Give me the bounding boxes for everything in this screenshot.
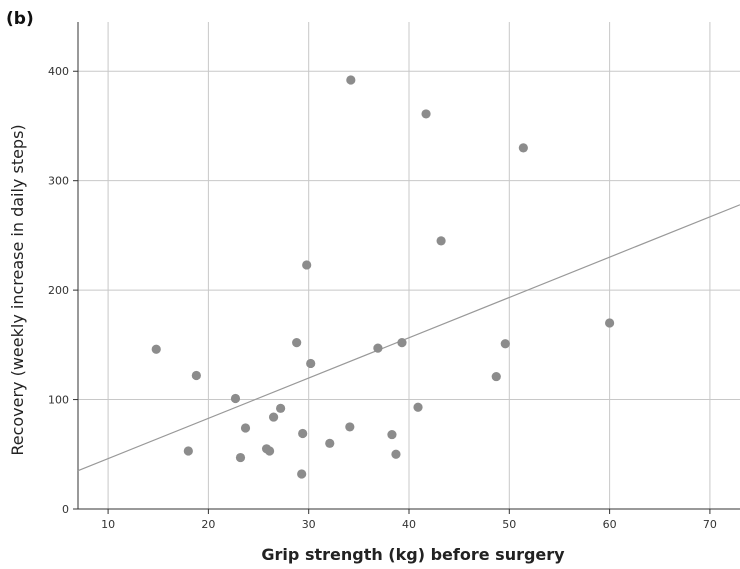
x-tick-label: 60 xyxy=(603,518,617,531)
data-point xyxy=(436,236,446,246)
y-axis-title: Recovery (weekly increase in daily steps… xyxy=(8,124,27,455)
data-point xyxy=(413,402,423,412)
x-tick-label: 50 xyxy=(502,518,516,531)
x-tick-label: 30 xyxy=(302,518,316,531)
y-tick-label: 400 xyxy=(48,65,69,78)
axes xyxy=(73,22,740,514)
data-point xyxy=(397,338,407,348)
data-point xyxy=(235,452,246,463)
panel-label: (b) xyxy=(6,9,34,29)
x-tick-label: 70 xyxy=(703,518,717,531)
data-point xyxy=(298,428,308,439)
data-points xyxy=(151,75,615,479)
data-point xyxy=(302,260,312,270)
x-tick-label: 40 xyxy=(402,518,416,531)
fit-line xyxy=(77,204,740,472)
y-tick-label: 300 xyxy=(48,175,69,188)
data-point xyxy=(518,143,528,153)
data-point xyxy=(191,370,201,381)
data-point xyxy=(391,449,401,459)
data-point xyxy=(276,403,286,413)
data-point xyxy=(373,343,383,353)
data-point xyxy=(297,469,307,479)
data-point xyxy=(240,423,251,433)
fit-line-layer xyxy=(77,204,740,472)
data-point xyxy=(387,429,397,440)
x-tick-label: 20 xyxy=(201,518,215,531)
tick-labels: 10 20 30 40 50 60 70 0 100 200 300 400 xyxy=(48,65,717,531)
y-tick-label: 0 xyxy=(62,503,69,516)
x-tick-label: 10 xyxy=(101,518,115,531)
data-point xyxy=(264,446,275,456)
data-point xyxy=(345,422,355,432)
data-point xyxy=(292,338,302,348)
data-point xyxy=(306,358,316,369)
data-point xyxy=(183,446,193,456)
data-point xyxy=(346,75,356,85)
data-point xyxy=(491,371,501,382)
data-point xyxy=(605,318,615,328)
y-tick-label: 100 xyxy=(48,394,69,407)
data-point xyxy=(421,109,431,119)
data-point xyxy=(325,438,335,448)
grid-lines xyxy=(78,22,740,509)
data-point xyxy=(268,412,279,422)
data-point xyxy=(500,339,510,349)
data-point xyxy=(230,393,241,404)
data-point xyxy=(151,344,161,354)
x-axis-title: Grip strength (kg) before surgery xyxy=(261,545,565,564)
y-tick-label: 200 xyxy=(48,284,69,297)
